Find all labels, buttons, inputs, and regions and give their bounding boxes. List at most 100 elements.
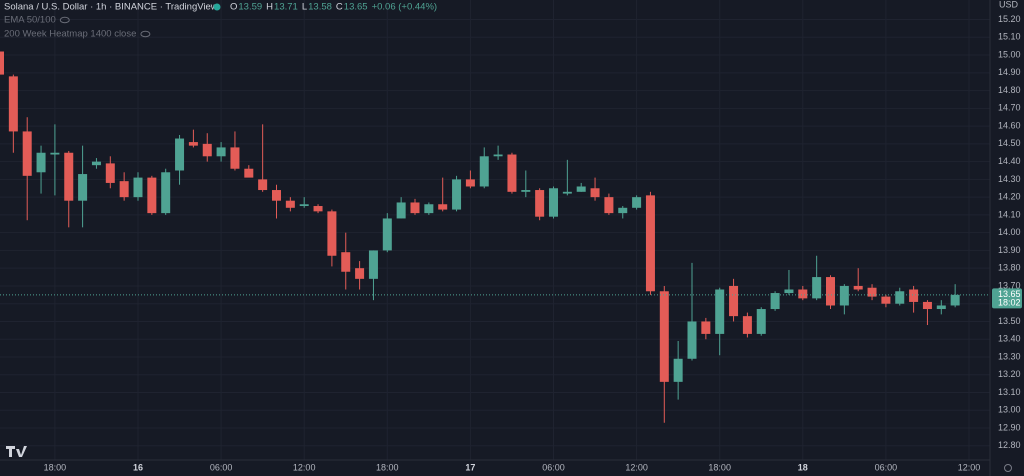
candle-body (119, 181, 129, 198)
candle-body (479, 156, 489, 187)
y-tick-label: 13.80 (998, 263, 1021, 273)
y-tick-label: 14.30 (998, 174, 1021, 184)
candle-body (410, 202, 420, 214)
x-tick-label: 18:00 (708, 462, 731, 472)
last-price-badge (992, 288, 1022, 309)
legend-key: H (266, 2, 273, 13)
y-tick-label: 14.90 (998, 67, 1021, 77)
indicator-label: EMA 50/100 (4, 15, 56, 26)
candle-body (715, 289, 725, 334)
candle-body (950, 294, 960, 306)
x-tick-label: 18 (798, 462, 808, 472)
y-tick-label: 13.20 (998, 369, 1021, 379)
candle-body (507, 154, 517, 192)
y-tick-label: 13.40 (998, 334, 1021, 344)
candle-body (0, 51, 4, 75)
y-tick-label: 13.70 (998, 280, 1021, 290)
y-tick-label: 13.10 (998, 387, 1021, 397)
y-tick-label: 14.80 (998, 85, 1021, 95)
candle-body (8, 76, 18, 132)
y-tick-label: 14.00 (998, 227, 1021, 237)
legend-key: C (336, 2, 343, 13)
candle-body (230, 147, 240, 169)
candle-body (604, 197, 614, 214)
candle-body (216, 147, 226, 157)
candle-body (632, 197, 642, 208)
y-tick-label: 15.10 (998, 32, 1021, 42)
x-tick-label: 12:00 (293, 462, 316, 472)
candle-body (867, 287, 877, 297)
x-tick-label: 06:00 (542, 462, 565, 472)
candle-body (756, 309, 766, 334)
candle-body (147, 177, 157, 214)
axis: 12.80 12.90 13.00 13.10 13.20 13.30 13.40 13.50… (44, 0, 1022, 472)
candle-body (64, 152, 74, 201)
candle-body (452, 179, 462, 210)
candle-body (839, 285, 849, 306)
candle-body (701, 321, 711, 334)
candle-body (826, 277, 835, 306)
x-tick-label: 18:00 (44, 462, 67, 472)
candle-body (244, 168, 254, 178)
candle-body (687, 321, 697, 359)
settings-icon[interactable] (1004, 464, 1012, 472)
y-tick-label: 14.70 (998, 103, 1021, 113)
y-tick-label: 13.50 (998, 316, 1021, 326)
legend-key: L (302, 2, 307, 13)
candle-body (936, 305, 946, 310)
candle-body (673, 358, 683, 382)
currency-label: USD (999, 0, 1019, 9)
candle-body (341, 252, 351, 272)
visibility-icon (59, 16, 70, 24)
indicator-label: 200 Week Heatmap 1400 close (4, 29, 136, 40)
legend-value: 13.71 (274, 2, 298, 13)
candle-body (645, 195, 655, 292)
x-tick-label: 16 (133, 462, 143, 472)
candle-body (742, 316, 752, 334)
candle-body (922, 301, 932, 310)
candle-body (521, 190, 531, 192)
legend-value: 13.59 (238, 2, 262, 13)
x-tick-label: 18:00 (376, 462, 399, 472)
candle-body (438, 204, 448, 210)
y-tick-label: 15.00 (998, 49, 1021, 59)
candle-body (105, 163, 115, 183)
y-tick-label: 14.20 (998, 192, 1021, 202)
y-tick-label: 14.40 (998, 156, 1021, 166)
y-tick-label: 12.90 (998, 422, 1021, 432)
candle-body (590, 188, 600, 198)
candle-body (175, 138, 185, 171)
candle-body (465, 179, 475, 187)
candle-body (50, 152, 60, 155)
x-tick-label: 17 (465, 462, 475, 472)
candle-body (895, 291, 905, 304)
candles (0, 51, 990, 423)
y-tick-label: 13.90 (998, 245, 1021, 255)
market-status (213, 3, 221, 11)
legend-key: O (230, 2, 237, 13)
x-tick-label: 12:00 (958, 462, 981, 472)
candle-body (798, 289, 808, 299)
candle-body (812, 277, 822, 299)
x-tick-label: 12:00 (625, 462, 648, 472)
header: Solana / U.S. Dollar · 1h · BINANCE · Tr… (4, 2, 437, 40)
candle-body (562, 191, 572, 194)
countdown-label: 18:02 (998, 298, 1021, 308)
candle-body (493, 154, 503, 157)
legend-value: 13.65 (344, 2, 368, 13)
candle-body (327, 211, 337, 256)
candle-body (78, 174, 88, 201)
candle-body (853, 285, 863, 290)
y-tick-label: 13.00 (998, 405, 1021, 415)
candle-body (133, 177, 143, 198)
candle-body (909, 289, 919, 302)
last-price-label: 13.65 (998, 289, 1021, 299)
candle-body (396, 202, 406, 219)
y-tick-label: 14.50 (998, 138, 1021, 148)
candle-body (784, 289, 794, 294)
grid (0, 0, 990, 460)
candle-body (368, 250, 378, 279)
legend-change: +0.06 (+0.44%) (372, 2, 438, 13)
candle-body (382, 218, 392, 251)
